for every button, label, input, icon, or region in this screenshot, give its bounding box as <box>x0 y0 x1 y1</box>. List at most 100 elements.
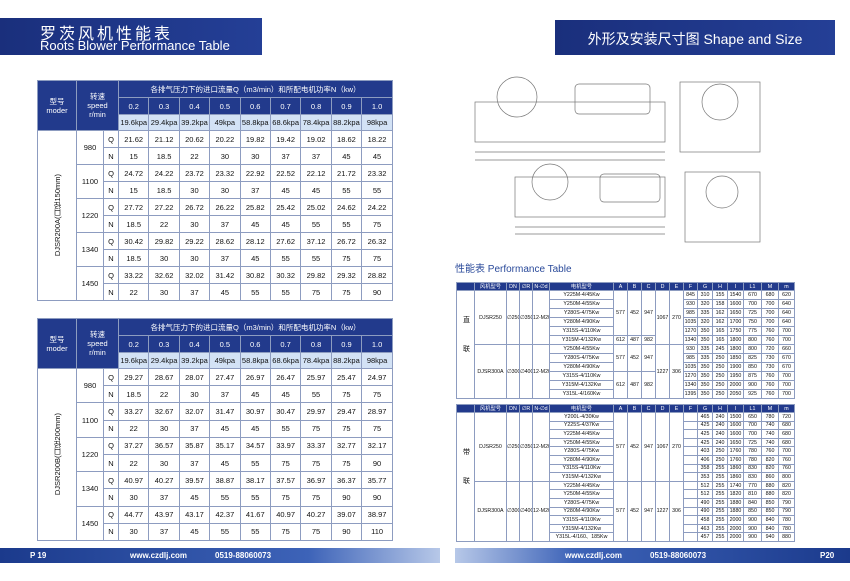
data-row: N 15 18.5 22 30 30 37 37 45 45 <box>38 147 393 165</box>
dimension: 577 <box>613 480 628 542</box>
empty-cell <box>683 515 698 525</box>
empty-cell <box>683 497 698 508</box>
value: 25.02 <box>300 198 332 216</box>
right-title: 外形及安装尺寸图 Shape and Size <box>587 31 803 47</box>
dimension: 1540 <box>727 290 744 300</box>
value: 30.82 <box>239 266 271 284</box>
model-header: 型号 moder <box>37 318 77 369</box>
dimension: 1340 <box>683 335 698 345</box>
value: 37 <box>209 249 241 267</box>
empty-cell <box>683 489 698 499</box>
value: 90 <box>330 522 363 541</box>
value: 18.62 <box>330 130 363 148</box>
value: 28.12 <box>239 232 271 250</box>
dimension: 425 <box>697 437 713 448</box>
speed: 1100 <box>76 164 104 199</box>
dimension: 250 <box>712 362 728 372</box>
dimension: 165 <box>712 335 728 345</box>
dimension: 458 <box>697 515 713 525</box>
dimension: 335 <box>697 308 713 318</box>
column-header: A <box>613 404 628 413</box>
row-label: N <box>103 522 119 541</box>
dimension: 830 <box>743 463 762 474</box>
dimension: 406 <box>697 454 713 465</box>
dimension: 700 <box>743 429 762 439</box>
motor: Y200L-4/30Kw <box>549 412 614 422</box>
dimension: 577 <box>613 412 628 482</box>
dimension: 760 <box>761 371 779 381</box>
value: 35.87 <box>178 436 211 455</box>
data-row: 1100 Q 33.27 32.67 32.07 31.47 30.97 30.47 29.97… <box>38 402 393 438</box>
dimension: 840 <box>761 523 779 534</box>
value: 35.17 <box>209 436 241 455</box>
value: 28.97 <box>361 402 393 421</box>
model-name: DJSR200A(口径150mm) <box>52 174 62 257</box>
dimension: 700 <box>761 317 779 327</box>
value: 18.5 <box>148 147 180 165</box>
dimension: 353 <box>697 472 713 482</box>
dimension: 820 <box>778 480 795 491</box>
empty-cell <box>683 429 698 439</box>
value: 25.97 <box>300 367 332 387</box>
r: ∅350 <box>519 412 533 482</box>
dimension: 2000 <box>727 380 744 390</box>
value: 75 <box>361 249 393 267</box>
empty-cell <box>683 532 698 542</box>
value: 45 <box>178 522 211 541</box>
value: 29.97 <box>300 402 332 421</box>
model: DJSR250 <box>474 412 507 482</box>
dimension: 740 <box>761 429 779 439</box>
speed: 1340 <box>76 471 104 507</box>
value: 23.72 <box>178 164 211 182</box>
data-row: N 22 30 37 45 55 55 75 75 90 <box>38 283 393 301</box>
dimension: 1850 <box>727 353 744 363</box>
data-row: 1220 Q 37.27 36.57 35.87 35.17 34.57 33.97 33.37… <box>38 436 393 473</box>
data-row: DJSR300A ∅300 ∅400 12-M20 Y225M-4/45Kw 577 452… <box>457 480 795 542</box>
column-header: M <box>761 282 779 291</box>
value: 37 <box>209 215 241 233</box>
dimension: 1650 <box>727 437 744 448</box>
value: 37.57 <box>269 471 302 490</box>
value: 18.5 <box>148 181 180 199</box>
dimension: 750 <box>743 317 762 327</box>
value: 55 <box>269 283 302 301</box>
value: 44.77 <box>117 505 150 524</box>
value: 21.72 <box>330 164 363 182</box>
dimension: 820 <box>778 489 795 499</box>
dimension: 612 <box>613 371 628 399</box>
dimension: 255 <box>712 497 728 508</box>
value: 37 <box>209 385 241 404</box>
column-header: B <box>627 404 642 413</box>
dimension: 925 <box>743 389 762 399</box>
column-header: DN <box>506 404 520 413</box>
dimension: 700 <box>743 299 762 309</box>
dimension: 900 <box>743 515 762 525</box>
value: 55 <box>269 249 302 267</box>
data-row: DJSR200A(口径150mm) 980 Q 21.62 21.12 20.62 20.2… <box>37 130 393 301</box>
dimension: 800 <box>743 344 762 354</box>
row-label: N <box>103 249 119 267</box>
dimension: 700 <box>778 446 795 456</box>
dimension: 850 <box>743 506 762 517</box>
value: 19.02 <box>300 130 332 148</box>
value: 75 <box>361 419 393 438</box>
data-row: 1340 Q 40.97 40.27 39.57 38.87 38.17 37.57 36.97… <box>38 471 393 507</box>
dimension: 730 <box>761 362 779 372</box>
value: 40.97 <box>269 505 302 524</box>
dimension: 255 <box>712 480 728 491</box>
row-label: Q <box>103 402 119 421</box>
row-label: N <box>103 453 119 473</box>
dimension: 947 <box>641 290 656 336</box>
value: 75 <box>330 283 363 301</box>
dimension: 245 <box>712 344 728 354</box>
dimension: 577 <box>613 290 628 336</box>
data-row: DJSR200B(口径200mm) 980 Q 29.27 28.67 28.07 27.4… <box>37 367 393 541</box>
value: 37 <box>148 522 180 541</box>
kpa: 39.2kpa <box>178 352 211 369</box>
dimension: 1395 <box>683 389 698 399</box>
value: 29.32 <box>330 266 363 284</box>
pressure: 0.3 <box>148 97 180 115</box>
value: 75 <box>300 453 332 473</box>
dimension: 760 <box>778 454 795 465</box>
value: 28.07 <box>178 367 211 387</box>
